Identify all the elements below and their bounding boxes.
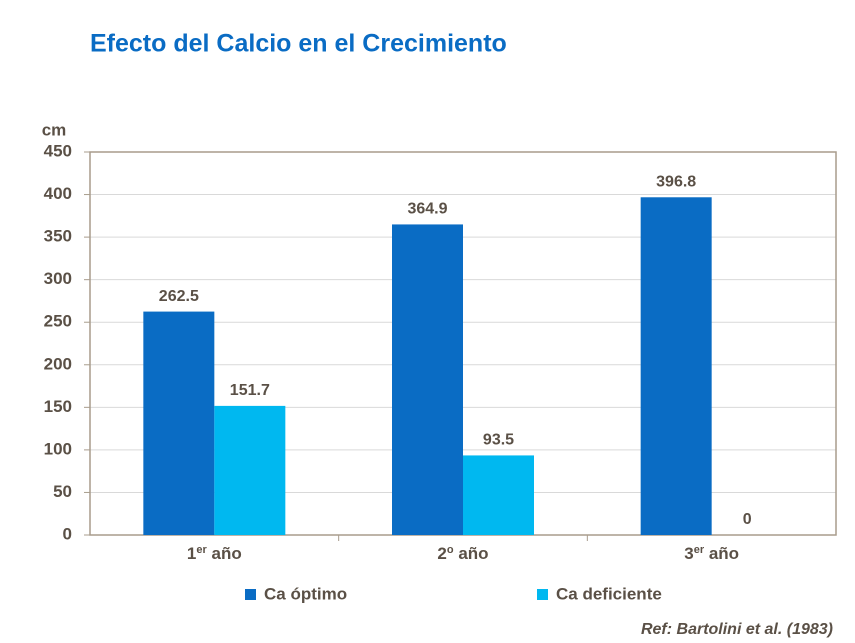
x-tick-label: 2o año — [437, 544, 488, 564]
y-tick-label: 450 — [44, 141, 72, 160]
bar — [392, 224, 463, 535]
x-tick-label-part: año — [704, 544, 739, 563]
bar — [640, 197, 712, 535]
value-label: 93.5 — [483, 432, 514, 449]
bar — [214, 405, 286, 535]
chart-title: Efecto del Calcio en el Crecimiento — [90, 30, 507, 58]
x-tick-label-part: 3 — [684, 544, 693, 563]
source-note: Ref: Bartolini et al. (1983) — [641, 621, 833, 638]
bar — [463, 455, 534, 535]
x-tick-label-part: 2 — [437, 544, 446, 563]
value-label: 364.9 — [407, 201, 447, 218]
x-tick-label-part: er — [196, 544, 207, 556]
y-tick-label: 250 — [44, 312, 72, 331]
y-tick-label: 200 — [44, 354, 72, 373]
legend-label: Ca deficiente — [556, 584, 662, 603]
legend-swatch — [245, 589, 256, 600]
value-label: 396.8 — [656, 173, 696, 190]
legend-swatch — [537, 589, 548, 600]
legend-label: Ca óptimo — [264, 584, 347, 603]
y-tick-label: 350 — [44, 227, 72, 246]
y-tick-label: 0 — [63, 524, 72, 543]
x-tick-label-part: er — [694, 544, 705, 556]
value-label: 151.7 — [230, 382, 270, 399]
y-axis-label: cm — [42, 120, 67, 139]
bar — [143, 311, 215, 535]
x-tick-label-part: año — [207, 544, 242, 563]
x-tick-label-part: año — [454, 544, 489, 563]
value-label: 262.5 — [159, 288, 199, 305]
y-tick-label: 300 — [44, 269, 72, 288]
y-tick-label: 400 — [44, 184, 72, 203]
y-tick-label: 50 — [53, 482, 72, 501]
x-tick-label-part: o — [447, 544, 454, 556]
y-tick-label: 150 — [44, 397, 72, 416]
value-label: 0 — [743, 511, 752, 528]
x-tick-label: 1er año — [187, 544, 242, 564]
x-tick-label-part: 1 — [187, 544, 196, 563]
y-tick-label: 100 — [44, 439, 72, 458]
x-tick-label: 3er año — [684, 544, 739, 564]
